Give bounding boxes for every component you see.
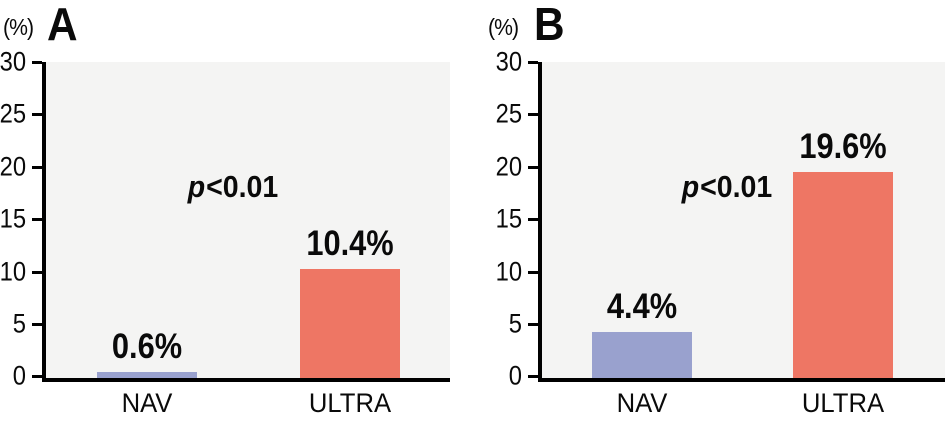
y-axis-tick: 20 — [496, 153, 538, 180]
y-tick-label: 5 — [508, 308, 522, 339]
x-axis-label-nav: NAV — [616, 388, 668, 418]
y-axis-tick: 20 — [0, 153, 42, 180]
x-axis-label-ultra: ULTRA — [801, 388, 885, 418]
y-tick-label: 20 — [495, 151, 522, 182]
x-axis-label-nav: NAV — [121, 388, 173, 418]
bar-value-label-ultra: 10.4% — [306, 223, 394, 263]
y-axis-tick: 5 — [509, 310, 538, 337]
plot-area-b: 30 25 20 15 10 5 0 p<0.01 4.4% 19.6% NAV… — [496, 48, 945, 417]
bar-ultra — [793, 171, 893, 378]
y-tick-label: 30 — [495, 46, 522, 77]
bar-value-label-nav: 4.4% — [606, 286, 678, 326]
y-axis-tick: 25 — [496, 100, 538, 127]
p-value-italic-p: p — [681, 169, 700, 204]
y-tick-label: 30 — [0, 46, 26, 77]
bar-ultra — [300, 268, 400, 378]
y-axis-tick: 5 — [13, 310, 42, 337]
y-axis-tick: 10 — [496, 258, 538, 285]
plot-area-a: 30 25 20 15 10 5 0 p<0.01 0.6% 10.4% NAV… — [0, 48, 450, 417]
y-axis-tick: 30 — [496, 48, 538, 75]
panel-letter-a: A — [47, 0, 78, 50]
bar-nav — [592, 331, 692, 378]
y-axis-unit-label: (%) — [3, 14, 34, 40]
p-value-annotation: p<0.01 — [682, 171, 773, 202]
y-axis-tick: 15 — [496, 205, 538, 232]
y-tick-label: 25 — [0, 98, 26, 129]
panel-letter-b: B — [534, 0, 565, 50]
y-axis-tick: 30 — [0, 48, 42, 75]
bar-value-label-nav: 0.6% — [111, 326, 183, 366]
y-tick-label: 25 — [495, 98, 522, 129]
y-tick-label: 15 — [0, 203, 26, 234]
y-axis-tick: 15 — [0, 205, 42, 232]
y-axis-tick: 0 — [509, 362, 538, 389]
panel-a: (%) A 30 25 20 15 10 5 0 p<0.01 0.6% — [0, 0, 472, 421]
p-value-rest: <0.01 — [700, 169, 773, 204]
bar-value-label-ultra: 19.6% — [799, 126, 887, 166]
y-axis-unit-label: (%) — [488, 14, 519, 40]
bar-nav — [97, 371, 197, 378]
y-tick-label: 5 — [12, 308, 26, 339]
y-tick-label: 0 — [12, 360, 26, 391]
y-tick-label: 15 — [495, 203, 522, 234]
p-value-italic-p: p — [187, 169, 206, 204]
y-tick-label: 10 — [495, 256, 522, 287]
x-axis-label-ultra: ULTRA — [308, 388, 392, 418]
y-tick-label: 0 — [508, 360, 522, 391]
y-tick-label: 20 — [0, 151, 26, 182]
y-axis-tick: 10 — [0, 258, 42, 285]
y-axis-tick: 0 — [13, 362, 42, 389]
panel-b: (%) B 30 25 20 15 10 5 0 p<0.01 4.4% — [472, 0, 945, 421]
y-axis-tick: 25 — [0, 100, 42, 127]
y-tick-label: 10 — [0, 256, 26, 287]
p-value-rest: <0.01 — [206, 169, 279, 204]
p-value-annotation: p<0.01 — [188, 171, 279, 202]
